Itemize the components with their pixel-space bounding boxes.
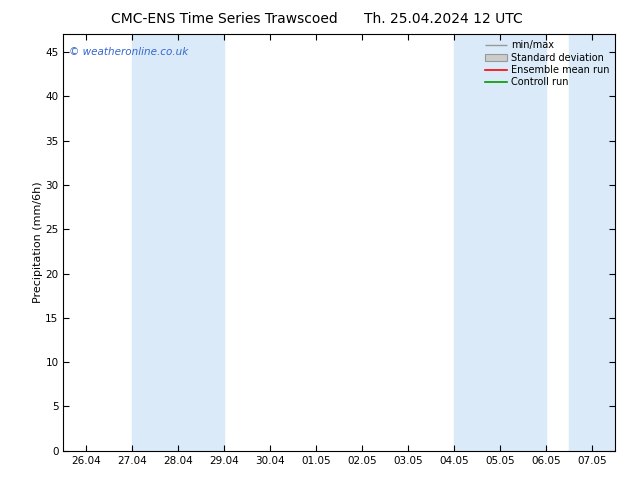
- Bar: [569, 34, 615, 451]
- Text: © weatheronline.co.uk: © weatheronline.co.uk: [69, 47, 188, 57]
- Bar: [133, 34, 224, 451]
- Text: CMC-ENS Time Series Trawscoed      Th. 25.04.2024 12 UTC: CMC-ENS Time Series Trawscoed Th. 25.04.…: [111, 12, 523, 26]
- Bar: [454, 34, 546, 451]
- Y-axis label: Precipitation (mm/6h): Precipitation (mm/6h): [32, 182, 42, 303]
- Legend: min/max, Standard deviation, Ensemble mean run, Controll run: min/max, Standard deviation, Ensemble me…: [481, 36, 613, 91]
